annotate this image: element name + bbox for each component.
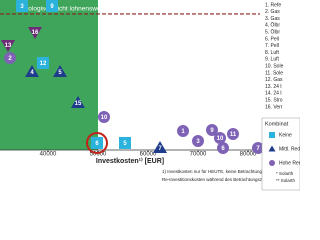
footnote: 1) Investkosten nur für HEUTE, keine Bet… — [162, 169, 280, 174]
marker — [37, 57, 49, 69]
chart: Ökologisch nicht lohnenswerte Maßnahmen … — [0, 0, 300, 191]
legend-list-item: 7. Pell — [265, 43, 279, 49]
marker-label: 5 — [123, 141, 127, 147]
marker — [214, 132, 226, 144]
marker — [25, 65, 39, 77]
legend-list-item: 11. Sole — [265, 70, 283, 76]
highlight-region — [0, 0, 98, 150]
marker — [16, 0, 28, 12]
legend-list-item: 6. Pell — [265, 36, 279, 42]
marker-label: 6 — [221, 146, 225, 152]
marker — [227, 127, 239, 140]
marker-label: 15 — [75, 101, 82, 107]
marker-label: 13 — [5, 43, 12, 49]
annotation: Ökologisch nicht lohnenswerte Maßnahmen — [20, 5, 147, 13]
marker-label: 4 — [30, 70, 34, 76]
legend-marker — [268, 145, 276, 152]
footnote: Re-Investitionskosten während des Betrac… — [162, 177, 280, 182]
marker — [206, 124, 218, 137]
legend-list-item: 9. Luft — [265, 57, 280, 63]
marker — [252, 142, 264, 155]
marker — [192, 135, 204, 147]
marker — [71, 96, 85, 109]
marker — [119, 136, 131, 149]
legend-box — [261, 117, 300, 191]
selection-ring — [86, 131, 108, 154]
legend-list-item: 13. 24 I — [265, 84, 282, 90]
legend-marker — [269, 132, 275, 138]
marker-label: 10 — [217, 136, 224, 142]
page: {"chart_data":{"type":"scatter", "annota… — [0, 0, 300, 191]
legend-list-item: 2. Gas — [265, 9, 280, 15]
marker — [98, 111, 110, 123]
marker — [153, 141, 167, 154]
legend-list-item: 16. Verr — [265, 104, 283, 110]
legend-list-item: 1. Refe — [265, 2, 281, 8]
legend-list-item: 15. Stro — [265, 98, 283, 104]
x-tick-label: 80000 — [240, 152, 257, 158]
legend-panel — [262, 0, 300, 115]
marker — [46, 0, 58, 12]
legend-list-item: 14. 24 I — [265, 91, 282, 97]
legend-list-item: 10. Sole — [265, 64, 284, 70]
marker — [53, 65, 67, 77]
marker-label: 16 — [32, 30, 39, 36]
marker — [177, 124, 189, 137]
x-tick-label: 60000 — [140, 152, 157, 158]
x-tick-label: 70000 — [190, 152, 207, 158]
marker-label: 10 — [101, 115, 108, 121]
legend-list-item: 12. Gas — [265, 77, 283, 83]
marker-label: 7 — [158, 146, 162, 152]
legend-list-item: 8. Luft — [265, 50, 280, 56]
legend-label: Mittl. Redu — [279, 146, 300, 152]
legend-list-item: 3. Gas — [265, 16, 280, 22]
marker-label: 3 — [196, 139, 200, 145]
marker — [4, 52, 16, 65]
marker — [28, 26, 42, 39]
legend-note: * Solarth — [276, 171, 294, 176]
marker — [1, 40, 15, 52]
marker-label: 9 — [50, 4, 54, 10]
legend-list-item: 4. Ölbr — [265, 22, 280, 29]
marker-label: 1 — [181, 129, 185, 135]
marker-label: 9 — [210, 128, 214, 134]
legend-label: Keine — [279, 132, 292, 138]
marker-label: 2 — [8, 56, 12, 62]
marker-label: 7 — [256, 146, 260, 152]
marker — [217, 142, 229, 155]
legend-list-item: 5. Ölbr — [265, 29, 280, 36]
x-axis-title: Investkosten¹⁾ [EUR] — [96, 157, 164, 165]
marker-label: 11 — [230, 132, 237, 138]
marker-label: 3 — [20, 4, 24, 10]
x-tick-label: 50000 — [90, 152, 107, 158]
legend-title: Kombinat — [265, 121, 289, 127]
legend-label: Hohe Redu — [279, 160, 300, 166]
legend-note: ** Solarth — [276, 178, 296, 183]
marker-label: 6 — [95, 141, 99, 147]
marker-label: 5 — [58, 70, 62, 76]
legend-marker — [269, 160, 275, 166]
marker-label: 12 — [40, 61, 47, 67]
marker — [91, 136, 103, 149]
x-tick-label: 40000 — [40, 152, 57, 158]
